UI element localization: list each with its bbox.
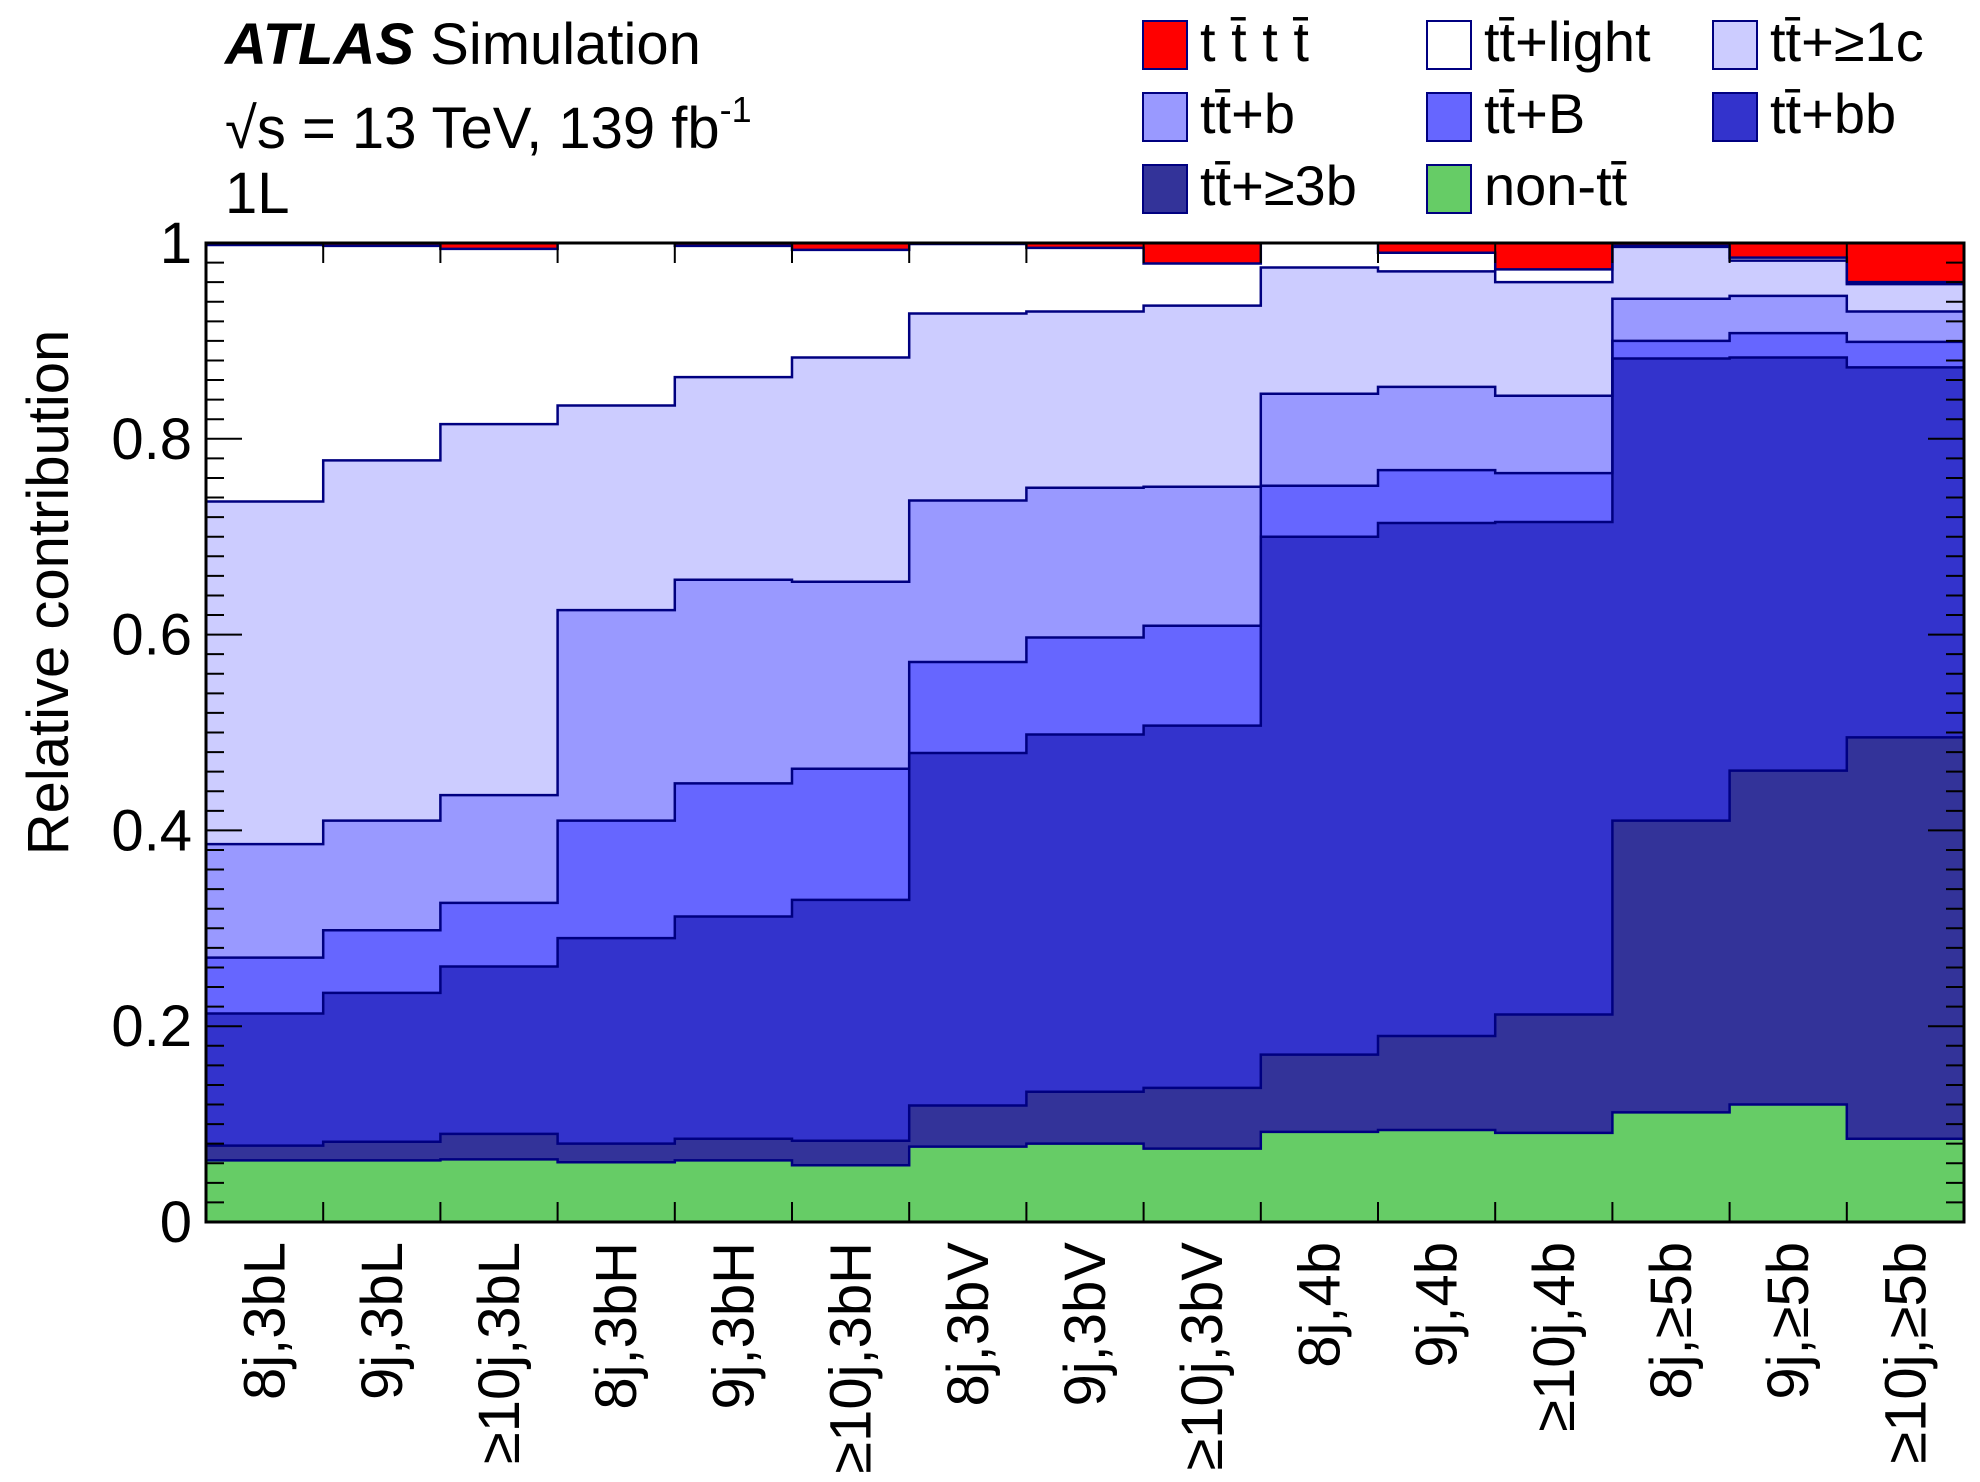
legend-swatch [1142,20,1188,70]
x-tick-label: ≥10j,3bL [467,1242,532,1464]
x-tick-label: 9j,3bH [701,1242,766,1410]
boundary-line-3 [206,331,1964,959]
legend-swatch [1426,164,1472,214]
y-tick-label: 0.4 [111,798,192,863]
stacked-bands [206,241,1964,1222]
legend-swatch [1142,164,1188,214]
x-tick-labels: 8j,3bL 9j,3bL ≥10j,3bL 8j,3bH 9j,3bH ≥10j,3bH… [233,1242,1939,1474]
legend-swatch [1426,20,1472,70]
boundary-line-0 [206,1103,1964,1167]
x-tick-label: 9j,3bV [1053,1242,1118,1407]
band-series-4 [206,295,1964,958]
y-tick-label: 0.2 [111,994,192,1059]
x-tick-label: ≥10j,4b [1522,1242,1587,1432]
channel-label: 1L [225,161,290,226]
y-axis: 0 0.2 0.4 0.6 0.8 1 [111,211,1964,1255]
y-axis-label: Relative contribution [16,330,81,856]
legend-label: tt̄+b [1200,82,1295,145]
y-tick-label: 0.8 [111,407,192,472]
x-tick-label: 8j,3bH [584,1242,649,1410]
x-tick-label: 9j,3bL [350,1242,415,1400]
y-tick-label: 0 [160,1190,192,1255]
legend-label: tt̄+B [1484,82,1586,145]
y-tick-label: 1 [160,211,192,276]
boundary-line-4 [206,294,1964,846]
legend-label: tt̄+≥1c [1770,10,1924,73]
legend-label: t t̄ t t̄ [1200,10,1309,73]
legend-label: non-tt̄ [1484,154,1628,217]
plot-frame [204,241,1966,1224]
energy-text: √s = 13 TeV, 139 fb [225,96,720,161]
status-text: Simulation [430,12,701,77]
legend-label: tt̄+≥3b [1200,154,1357,217]
boundary-line-1 [206,736,1964,1147]
band-series-6 [206,243,1964,502]
bin-separator-ticks [322,243,1848,1222]
legend-swatch [1142,92,1188,142]
x-tick-label: 9j,≥5b [1756,1242,1821,1400]
x-tick-label: ≥10j,≥5b [1873,1242,1938,1464]
boundary-line-6 [206,241,1964,284]
experiment-name: ATLAS [225,12,415,77]
x-tick-label: 8j,≥5b [1639,1242,1704,1400]
legend-label: tt̄+light [1484,10,1651,73]
band-series-7 [206,243,1964,283]
legend-swatch [1712,92,1758,142]
lumi-exponent: -1 [719,89,752,130]
legend-swatch [1712,20,1758,70]
x-tick-label: ≥10j,3bH [819,1242,884,1474]
x-tick-label: 8j,3bL [233,1242,298,1400]
x-tick-label: 8j,4b [1287,1242,1352,1368]
band-series-5 [206,246,1964,845]
boundary-line-2 [206,356,1964,1015]
band-series-2 [206,357,1964,1146]
legend-label: tt̄+bb [1770,82,1897,145]
band-series-1 [206,737,1964,1166]
energy-lumi-label: √s = 13 TeV, 139 fb-1 [225,92,752,158]
x-tick-label: 8j,3bV [936,1242,1001,1407]
legend-swatch [1426,92,1472,142]
atlas-label: ATLAS Simulation [225,16,701,74]
y-tick-label: 0.6 [111,603,192,668]
x-tick-label: 9j,4b [1405,1242,1470,1368]
x-tick-label: ≥10j,3bV [1170,1242,1235,1471]
band-series-3 [206,333,1964,1014]
